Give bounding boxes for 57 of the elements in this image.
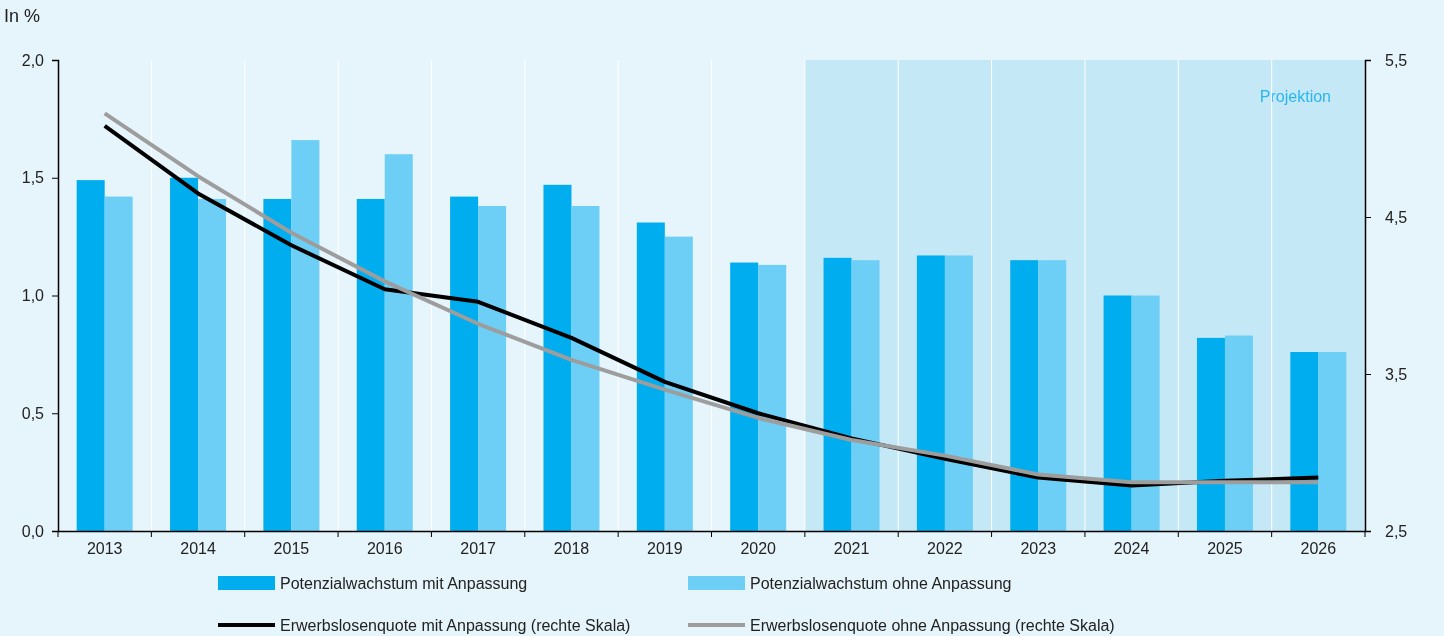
- bar: [1224, 335, 1253, 531]
- x-tick-label: 2026: [1300, 540, 1337, 558]
- x-tick-label: 2017: [460, 540, 497, 558]
- x-tick-label: 2013: [86, 540, 123, 558]
- band-label: Projektion: [1259, 88, 1331, 105]
- x-tick-label: 2015: [273, 540, 310, 558]
- bar: [1010, 260, 1039, 531]
- bar: [170, 177, 199, 531]
- bar: [758, 264, 787, 531]
- x-tick-label: 2024: [1113, 540, 1150, 558]
- y2-tick-label: 5,5: [1385, 51, 1408, 69]
- y-tick-label: 1,0: [21, 287, 45, 305]
- y2-tick-label: 4,5: [1385, 208, 1408, 226]
- bar: [664, 236, 693, 531]
- bar: [944, 255, 973, 531]
- bar: [198, 198, 227, 531]
- bar: [1131, 295, 1160, 531]
- bar: [104, 196, 133, 531]
- bar: [1196, 337, 1225, 531]
- bar: [1290, 352, 1319, 531]
- x-tick-label: 2016: [366, 540, 403, 558]
- x-tick-label: 2014: [180, 540, 216, 558]
- y2-tick-label: 2,5: [1385, 522, 1408, 540]
- legend-label: Erwerbslosenquote mit Anpassung (rechte Skala): [280, 617, 631, 634]
- bar: [571, 206, 600, 531]
- y-tick-label: 0,0: [21, 522, 45, 540]
- legend-label: Potenzialwachstum ohne Anpassung: [750, 575, 1012, 592]
- y-tick-label: 2,0: [21, 51, 45, 69]
- x-tick-label: 2021: [833, 540, 870, 558]
- bar: [76, 180, 105, 531]
- bar: [263, 198, 292, 531]
- bar: [356, 198, 385, 531]
- bar: [1318, 352, 1347, 531]
- bar: [916, 255, 945, 531]
- bar: [1038, 260, 1067, 531]
- y2-tick-label: 3,5: [1385, 365, 1408, 383]
- x-tick-label: 2025: [1207, 540, 1243, 558]
- bar: [478, 206, 507, 531]
- legend-label: Potenzialwachstum mit Anpassung: [280, 575, 528, 592]
- x-tick-label: 2022: [927, 540, 963, 558]
- legend-label: Erwerbslosenquote ohne Anpassung (rechte Skala): [750, 617, 1115, 634]
- x-tick-label: 2019: [647, 540, 683, 558]
- x-tick-label: 2018: [553, 540, 590, 558]
- x-tick-label: 2023: [1020, 540, 1057, 558]
- bar: [636, 222, 665, 531]
- bar: [450, 196, 479, 531]
- x-tick-label: 2020: [740, 540, 777, 558]
- y-tick-label: 1,5: [21, 169, 45, 187]
- bar: [291, 140, 320, 531]
- y-axis-title: In %: [4, 6, 41, 26]
- bar: [851, 260, 880, 531]
- bar: [823, 257, 852, 531]
- y-tick-label: 0,5: [21, 404, 45, 422]
- bar: [1103, 295, 1132, 531]
- bar: [384, 154, 413, 531]
- bar: [730, 262, 759, 531]
- bar: [543, 184, 572, 531]
